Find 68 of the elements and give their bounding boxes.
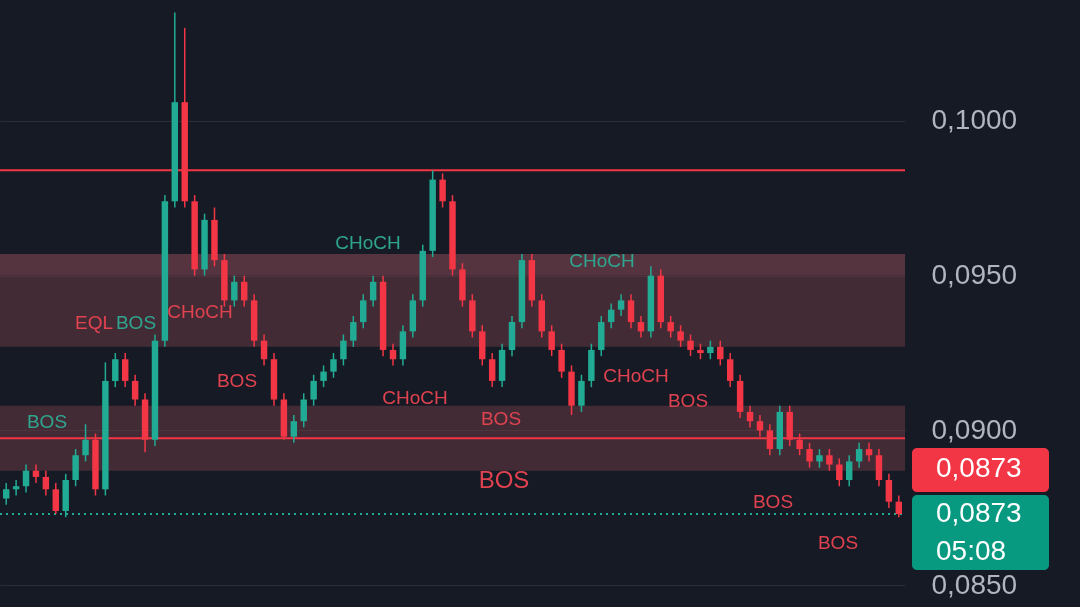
candlestick	[845, 454, 853, 487]
candlestick	[350, 315, 357, 348]
annotation: BOS	[667, 390, 709, 411]
candlestick	[558, 343, 565, 379]
annotation: CHoCH	[603, 365, 669, 386]
annotation: EQL	[74, 312, 114, 333]
candlestick	[290, 414, 298, 444]
annotation: BOS	[216, 370, 258, 391]
candlestick	[627, 293, 635, 330]
candlestick	[746, 404, 754, 429]
candlestick	[816, 448, 823, 469]
candlestick	[369, 274, 377, 308]
annotation: BOS	[115, 312, 157, 333]
candlestick	[320, 364, 327, 388]
candlestick	[717, 339, 724, 367]
candlestick	[300, 392, 307, 429]
candlestick	[637, 315, 645, 339]
candlestick	[548, 324, 555, 357]
candlestick	[607, 302, 615, 330]
candlestick	[885, 473, 893, 509]
candlestick	[2, 482, 10, 506]
candlestick	[806, 442, 813, 469]
annotation: CHoCH	[382, 387, 448, 408]
candlestick	[12, 479, 20, 497]
candlestick	[121, 352, 129, 388]
candlestick	[360, 293, 367, 330]
candlestick	[895, 494, 903, 518]
candlestick	[22, 463, 30, 494]
candlestick	[617, 293, 625, 317]
candlestick	[131, 373, 139, 407]
candlestick	[330, 352, 337, 379]
candlestick	[439, 172, 446, 209]
annotation: CHoCH	[569, 250, 635, 271]
annotation: CHoCH	[167, 301, 233, 322]
candlestick	[52, 482, 60, 515]
text: 0,0873	[936, 452, 1022, 483]
candlestick	[260, 333, 268, 367]
candlestick	[32, 463, 40, 484]
candlestick	[707, 339, 714, 360]
candlestick	[310, 373, 317, 407]
candlestick	[82, 423, 89, 463]
candlestick	[112, 352, 119, 388]
y-tick-label: 0,1000	[931, 104, 1018, 136]
annotation: CHoCH	[335, 232, 401, 253]
annotation: BOS	[817, 532, 859, 553]
candlestick	[826, 448, 833, 472]
candlestick	[488, 352, 496, 388]
y-tick-label: 0,0900	[931, 413, 1018, 445]
annotation: BOS	[752, 491, 794, 512]
y-tick-label: 0,0850	[931, 568, 1018, 600]
candlestick	[241, 274, 248, 308]
candlestick	[865, 442, 873, 463]
annotation: BOS	[26, 411, 68, 432]
candlestick	[677, 324, 684, 348]
annotation: BOS	[478, 466, 530, 493]
candlestick	[726, 352, 734, 388]
candlestick	[231, 274, 238, 308]
candlestick	[667, 315, 674, 339]
text: 0,0873	[936, 497, 1022, 528]
candlestick	[836, 457, 843, 487]
candlestick	[340, 333, 347, 367]
y-tick-label: 0,0950	[931, 259, 1018, 291]
candlestick	[42, 469, 50, 497]
candlestick	[855, 442, 863, 469]
candlestick	[389, 343, 397, 367]
annotation: BOS	[480, 408, 522, 429]
text: 05:08	[936, 535, 1007, 566]
candlestick	[687, 333, 694, 357]
